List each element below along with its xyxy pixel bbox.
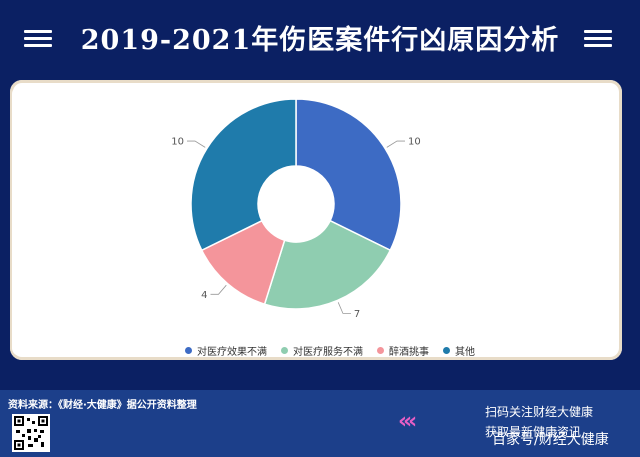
data-label-1: 7 [354, 309, 360, 320]
footer: 资料来源：《财经·大健康》据公开资料整理 ‹‹‹ 扫码关注财经大健康 获取最新健… [0, 390, 640, 457]
legend-label-3: 其他 [455, 346, 475, 358]
legend-dot-3 [443, 346, 450, 354]
leader-line-2 [210, 284, 227, 295]
source-text: 资料来源：《财经·大健康》据公开资料整理 [8, 400, 197, 411]
pie-slice-1[interactable] [263, 219, 392, 310]
pie-slice-0[interactable] [295, 98, 402, 252]
page-title: 2019-2021年伤医案件行凶原因分析 [80, 25, 560, 56]
data-label-3: 10 [171, 137, 184, 148]
legend-item-3[interactable]: 其他 [443, 343, 475, 358]
menu-icon-right [584, 30, 612, 52]
legend-label-0: 对医疗效果不满 [197, 346, 267, 358]
promo-line-2: 获取最新健康资讯 [485, 425, 582, 439]
data-label-0: 10 [408, 137, 421, 148]
qr-code-icon[interactable] [12, 414, 50, 452]
leader-line-0 [386, 140, 405, 148]
leader-line-3 [187, 140, 206, 148]
legend-item-1[interactable]: 对医疗服务不满 [281, 343, 363, 358]
watermark-text: 百家号/财经大健康 [492, 432, 609, 448]
chevrons-icon: ‹‹‹ [398, 409, 417, 434]
legend-item-2[interactable]: 醉酒挑事 [377, 343, 429, 358]
menu-icon-left [24, 30, 52, 52]
chart-legend: 对医疗效果不满 对医疗服务不满 醉酒挑事 其他 [140, 343, 520, 358]
legend-dot-1 [281, 346, 288, 354]
header: 2019-2021年伤医案件行凶原因分析 [0, 0, 640, 80]
legend-dot-0 [185, 346, 192, 354]
legend-dot-2 [377, 346, 384, 354]
legend-label-2: 醉酒挑事 [389, 346, 429, 358]
data-label-2: 4 [201, 290, 207, 301]
pie-slice-3[interactable] [190, 98, 297, 252]
leader-line-1 [337, 302, 351, 314]
legend-label-1: 对医疗服务不满 [293, 346, 363, 358]
promo-line-1: 扫码关注财经大健康 [485, 405, 594, 419]
legend-item-0[interactable]: 对医疗效果不满 [185, 343, 267, 358]
promo-text: 扫码关注财经大健康 获取最新健康资讯 [485, 402, 635, 442]
